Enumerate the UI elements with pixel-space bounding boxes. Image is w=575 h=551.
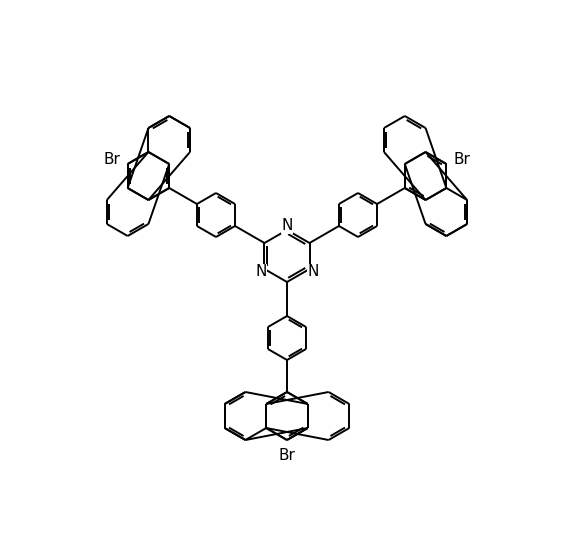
Text: Br: Br — [278, 448, 296, 463]
Text: Br: Br — [104, 153, 121, 168]
Text: N: N — [281, 219, 293, 234]
Text: N: N — [307, 263, 319, 278]
Text: Br: Br — [453, 153, 470, 168]
Text: N: N — [255, 263, 267, 278]
